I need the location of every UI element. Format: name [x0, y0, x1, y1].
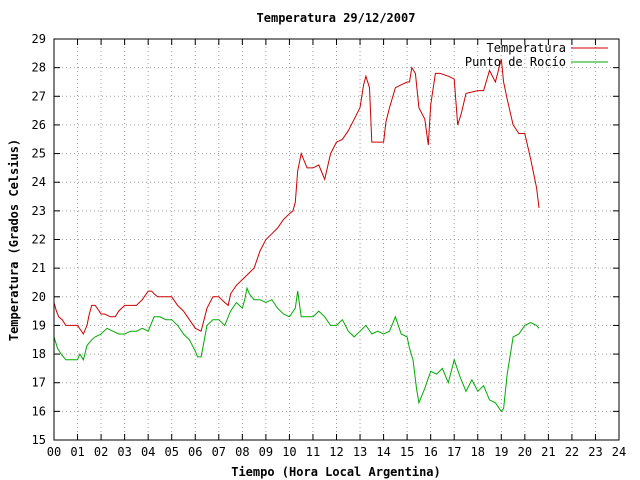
y-axis-label: Temperatura (Grados Celsius) — [7, 139, 21, 341]
x-tick-label: 24 — [612, 445, 626, 459]
x-tick-label: 03 — [117, 445, 131, 459]
y-tick-label: 19 — [32, 318, 46, 332]
x-axis-ticks: 00 01 02 03 04 05 06 07 08 09 10 11 12 13 14 15 16 17 18 19… — [47, 39, 626, 459]
y-tick-label: 24 — [32, 175, 46, 189]
chart-title: Temperatura 29/12/2007 — [257, 11, 416, 25]
legend-label: Punto de Rocío — [465, 55, 566, 69]
y-tick-label: 15 — [32, 433, 46, 447]
y-tick-label: 18 — [32, 347, 46, 361]
x-tick-label: 02 — [94, 445, 108, 459]
series-line-0 — [53, 58, 540, 336]
x-tick-label: 09 — [259, 445, 273, 459]
y-tick-label: 23 — [32, 204, 46, 218]
y-tick-label: 27 — [32, 89, 46, 103]
plot-frame — [53, 38, 620, 441]
y-tick-label: 28 — [32, 61, 46, 75]
x-axis-label: Tiempo (Hora Local Argentina) — [231, 465, 441, 479]
x-tick-label: 22 — [565, 445, 579, 459]
x-tick-label: 10 — [282, 445, 296, 459]
x-tick-label: 21 — [541, 445, 555, 459]
y-tick-label: 21 — [32, 261, 46, 275]
x-tick-label: 06 — [188, 445, 202, 459]
x-tick-label: 04 — [141, 445, 155, 459]
y-tick-label: 16 — [32, 404, 46, 418]
x-tick-label: 14 — [376, 445, 390, 459]
series-lines — [53, 58, 540, 413]
y-tick-label: 17 — [32, 376, 46, 390]
y-tick-label: 29 — [32, 32, 46, 46]
x-tick-label: 07 — [212, 445, 226, 459]
y-tick-label: 25 — [32, 147, 46, 161]
x-tick-label: 18 — [471, 445, 485, 459]
grid-lines — [54, 39, 619, 440]
x-tick-label: 19 — [494, 445, 508, 459]
x-tick-label: 17 — [447, 445, 461, 459]
x-tick-label: 11 — [306, 445, 320, 459]
y-tick-label: 26 — [32, 118, 46, 132]
x-tick-label: 05 — [164, 445, 178, 459]
series-line-1 — [53, 286, 540, 413]
x-tick-label: 15 — [400, 445, 414, 459]
x-tick-label: 23 — [588, 445, 602, 459]
x-tick-label: 13 — [353, 445, 367, 459]
x-tick-label: 16 — [423, 445, 437, 459]
legend-label: Temperatura — [487, 41, 566, 55]
y-axis-ticks: 15 16 17 18 19 20 21 22 23 24 25 26 27 28 29 — [32, 32, 619, 447]
x-tick-label: 00 — [47, 445, 61, 459]
y-tick-label: 20 — [32, 290, 46, 304]
x-tick-label: 20 — [518, 445, 532, 459]
x-tick-label: 08 — [235, 445, 249, 459]
x-tick-label: 12 — [329, 445, 343, 459]
y-tick-label: 22 — [32, 233, 46, 247]
x-tick-label: 01 — [70, 445, 84, 459]
